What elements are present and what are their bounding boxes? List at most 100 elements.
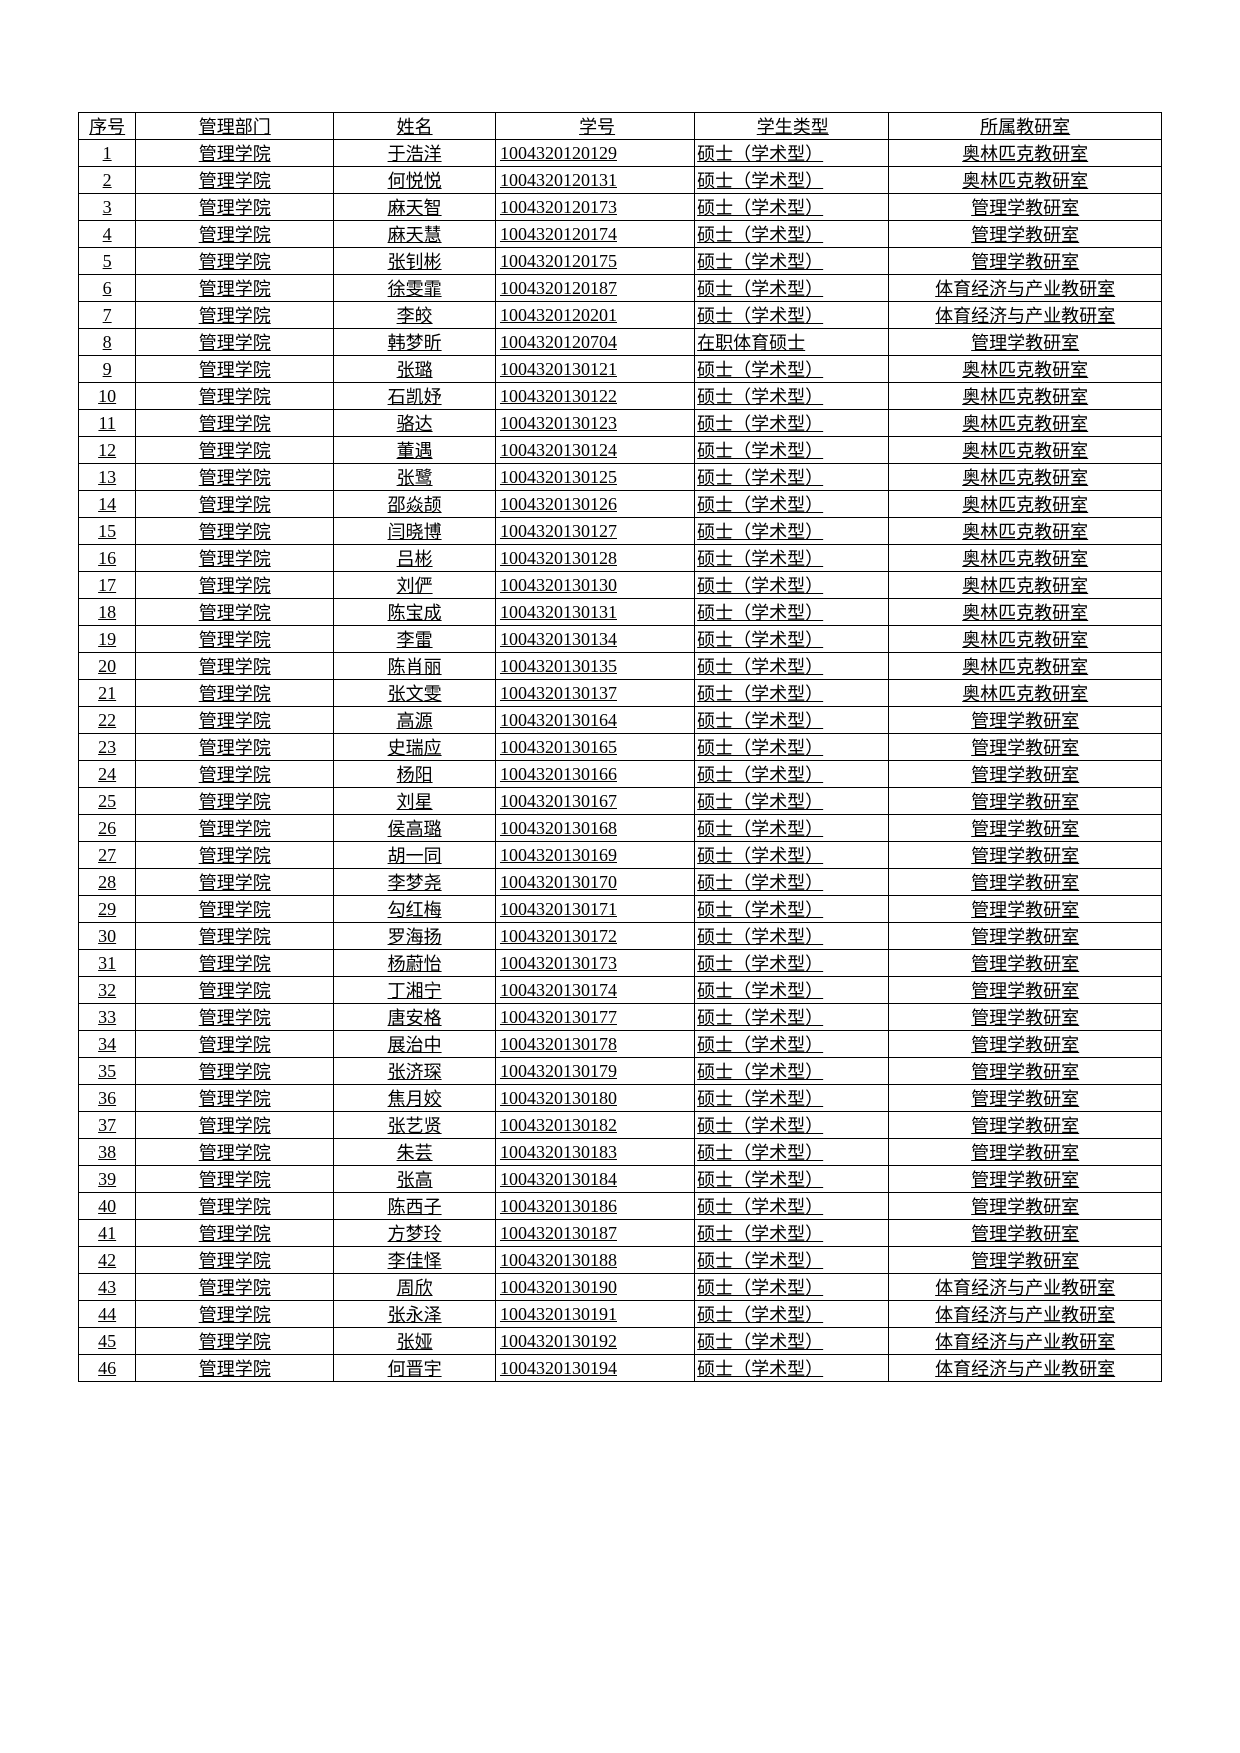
- cell: 35: [79, 1058, 136, 1085]
- cell: 23: [79, 734, 136, 761]
- cell: 1004320130184: [495, 1166, 694, 1193]
- table-row: 28管理学院李梦尧1004320130170硕士（学术型）管理学教研室: [79, 869, 1162, 896]
- cell: 管理学院: [136, 1220, 334, 1247]
- cell: 14: [79, 491, 136, 518]
- table-row: 9管理学院张璐1004320130121硕士（学术型）奥林匹克教研室: [79, 356, 1162, 383]
- cell: 硕士（学术型）: [695, 734, 889, 761]
- cell: 硕士（学术型）: [695, 383, 889, 410]
- cell: 硕士（学术型）: [695, 275, 889, 302]
- cell: 1004320130135: [495, 653, 694, 680]
- cell: 1004320130165: [495, 734, 694, 761]
- cell: 管理学院: [136, 275, 334, 302]
- cell: 史瑞应: [334, 734, 496, 761]
- cell: 管理学院: [136, 1274, 334, 1301]
- cell: 4: [79, 221, 136, 248]
- table-row: 30管理学院罗海扬1004320130172硕士（学术型）管理学教研室: [79, 923, 1162, 950]
- cell: 管理学院: [136, 1355, 334, 1382]
- cell: 39: [79, 1166, 136, 1193]
- cell: 1004320120173: [495, 194, 694, 221]
- cell: 1004320130171: [495, 896, 694, 923]
- cell: 管理学院: [136, 1139, 334, 1166]
- cell: 管理学院: [136, 1301, 334, 1328]
- cell: 管理学院: [136, 518, 334, 545]
- cell: 张璐: [334, 356, 496, 383]
- cell: 丁湘宁: [334, 977, 496, 1004]
- cell: 张济琛: [334, 1058, 496, 1085]
- table-row: 25管理学院刘星1004320130167硕士（学术型）管理学教研室: [79, 788, 1162, 815]
- table-row: 22管理学院高源1004320130164硕士（学术型）管理学教研室: [79, 707, 1162, 734]
- cell: 管理学院: [136, 1247, 334, 1274]
- cell: 管理学院: [136, 1004, 334, 1031]
- cell: 于浩洋: [334, 140, 496, 167]
- student-table: 序号 管理部门 姓名 学号 学生类型 所属教研室 1管理学院于浩洋1004320…: [78, 112, 1162, 1382]
- cell: 硕士（学术型）: [695, 1220, 889, 1247]
- cell: 44: [79, 1301, 136, 1328]
- table-row: 41管理学院方梦玲1004320130187硕士（学术型）管理学教研室: [79, 1220, 1162, 1247]
- cell: 27: [79, 842, 136, 869]
- cell: 管理学教研室: [889, 977, 1162, 1004]
- cell: 骆达: [334, 410, 496, 437]
- cell: 勾红梅: [334, 896, 496, 923]
- table-row: 18管理学院陈宝成1004320130131硕士（学术型）奥林匹克教研室: [79, 599, 1162, 626]
- cell: 管理学院: [136, 977, 334, 1004]
- cell: 管理学教研室: [889, 1139, 1162, 1166]
- cell: 体育经济与产业教研室: [889, 1355, 1162, 1382]
- cell: 张鹭: [334, 464, 496, 491]
- table-row: 6管理学院徐雯霏1004320120187硕士（学术型）体育经济与产业教研室: [79, 275, 1162, 302]
- cell: 管理学院: [136, 410, 334, 437]
- table-row: 13管理学院张鹭1004320130125硕士（学术型）奥林匹克教研室: [79, 464, 1162, 491]
- cell: 何悦悦: [334, 167, 496, 194]
- cell: 管理学院: [136, 1085, 334, 1112]
- cell: 管理学院: [136, 788, 334, 815]
- cell: 管理学院: [136, 383, 334, 410]
- cell: 硕士（学术型）: [695, 464, 889, 491]
- table-row: 15管理学院闫晓博1004320130127硕士（学术型）奥林匹克教研室: [79, 518, 1162, 545]
- cell: 石凯妤: [334, 383, 496, 410]
- cell: 1004320130127: [495, 518, 694, 545]
- cell: 体育经济与产业教研室: [889, 1274, 1162, 1301]
- cell: 硕士（学术型）: [695, 869, 889, 896]
- cell: 3: [79, 194, 136, 221]
- cell: 管理学教研室: [889, 221, 1162, 248]
- table-row: 11管理学院骆达1004320130123硕士（学术型）奥林匹克教研室: [79, 410, 1162, 437]
- cell: 硕士（学术型）: [695, 572, 889, 599]
- table-row: 14管理学院邵焱颉1004320130126硕士（学术型）奥林匹克教研室: [79, 491, 1162, 518]
- header-type: 学生类型: [695, 113, 889, 140]
- cell: 奥林匹克教研室: [889, 491, 1162, 518]
- cell: 1004320130192: [495, 1328, 694, 1355]
- table-row: 36管理学院焦月姣1004320130180硕士（学术型）管理学教研室: [79, 1085, 1162, 1112]
- cell: 46: [79, 1355, 136, 1382]
- cell: 管理学教研室: [889, 761, 1162, 788]
- cell: 1004320120129: [495, 140, 694, 167]
- cell: 1004320130182: [495, 1112, 694, 1139]
- table-row: 39管理学院张高1004320130184硕士（学术型）管理学教研室: [79, 1166, 1162, 1193]
- cell: 管理学院: [136, 1031, 334, 1058]
- cell: 韩梦昕: [334, 329, 496, 356]
- table-row: 26管理学院侯高璐1004320130168硕士（学术型）管理学教研室: [79, 815, 1162, 842]
- cell: 李梦尧: [334, 869, 496, 896]
- cell: 1004320130194: [495, 1355, 694, 1382]
- cell: 胡一同: [334, 842, 496, 869]
- cell: 奥林匹克教研室: [889, 518, 1162, 545]
- table-row: 37管理学院张艺贤1004320130182硕士（学术型）管理学教研室: [79, 1112, 1162, 1139]
- cell: 李佳怿: [334, 1247, 496, 1274]
- cell: 管理学教研室: [889, 869, 1162, 896]
- cell: 1004320130131: [495, 599, 694, 626]
- cell: 奥林匹克教研室: [889, 626, 1162, 653]
- cell: 闫晓博: [334, 518, 496, 545]
- table-row: 45管理学院张娅1004320130192硕士（学术型）体育经济与产业教研室: [79, 1328, 1162, 1355]
- cell: 1004320130186: [495, 1193, 694, 1220]
- cell: 19: [79, 626, 136, 653]
- cell: 管理学教研室: [889, 1031, 1162, 1058]
- cell: 32: [79, 977, 136, 1004]
- table-row: 19管理学院李雷1004320130134硕士（学术型）奥林匹克教研室: [79, 626, 1162, 653]
- cell: 管理学院: [136, 842, 334, 869]
- table-row: 2管理学院何悦悦1004320120131硕士（学术型）奥林匹克教研室: [79, 167, 1162, 194]
- cell: 奥林匹克教研室: [889, 572, 1162, 599]
- table-row: 10管理学院石凯妤1004320130122硕士（学术型）奥林匹克教研室: [79, 383, 1162, 410]
- cell: 管理学院: [136, 329, 334, 356]
- cell: 高源: [334, 707, 496, 734]
- cell: 1004320120187: [495, 275, 694, 302]
- cell: 硕士（学术型）: [695, 923, 889, 950]
- table-row: 46管理学院何晋宇1004320130194硕士（学术型）体育经济与产业教研室: [79, 1355, 1162, 1382]
